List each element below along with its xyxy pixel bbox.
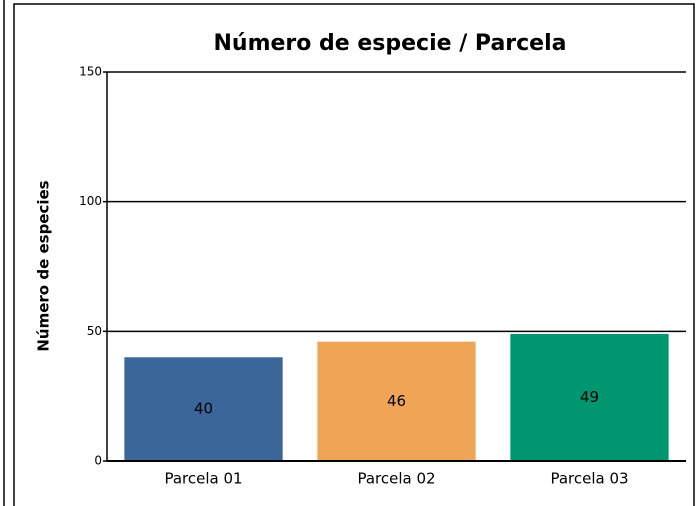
data-label: 46 bbox=[387, 392, 406, 410]
bar bbox=[317, 341, 476, 461]
data-label: 40 bbox=[194, 400, 213, 418]
y-tick-label: 100 bbox=[79, 194, 102, 208]
y-tick-label: 150 bbox=[79, 65, 102, 79]
bar bbox=[124, 357, 283, 461]
y-axis-label: Número de especies bbox=[35, 180, 53, 351]
y-tick-label: 50 bbox=[87, 324, 102, 338]
x-tick-label: Parcela 03 bbox=[550, 470, 628, 488]
x-tick-label: Parcela 01 bbox=[164, 470, 242, 488]
y-tick-label: 0 bbox=[94, 454, 102, 468]
frame bbox=[13, 3, 695, 506]
chart-title: Número de especie / Parcela bbox=[214, 31, 567, 56]
x-tick-label: Parcela 02 bbox=[357, 470, 435, 488]
bar bbox=[510, 333, 669, 461]
data-label: 49 bbox=[580, 388, 599, 406]
